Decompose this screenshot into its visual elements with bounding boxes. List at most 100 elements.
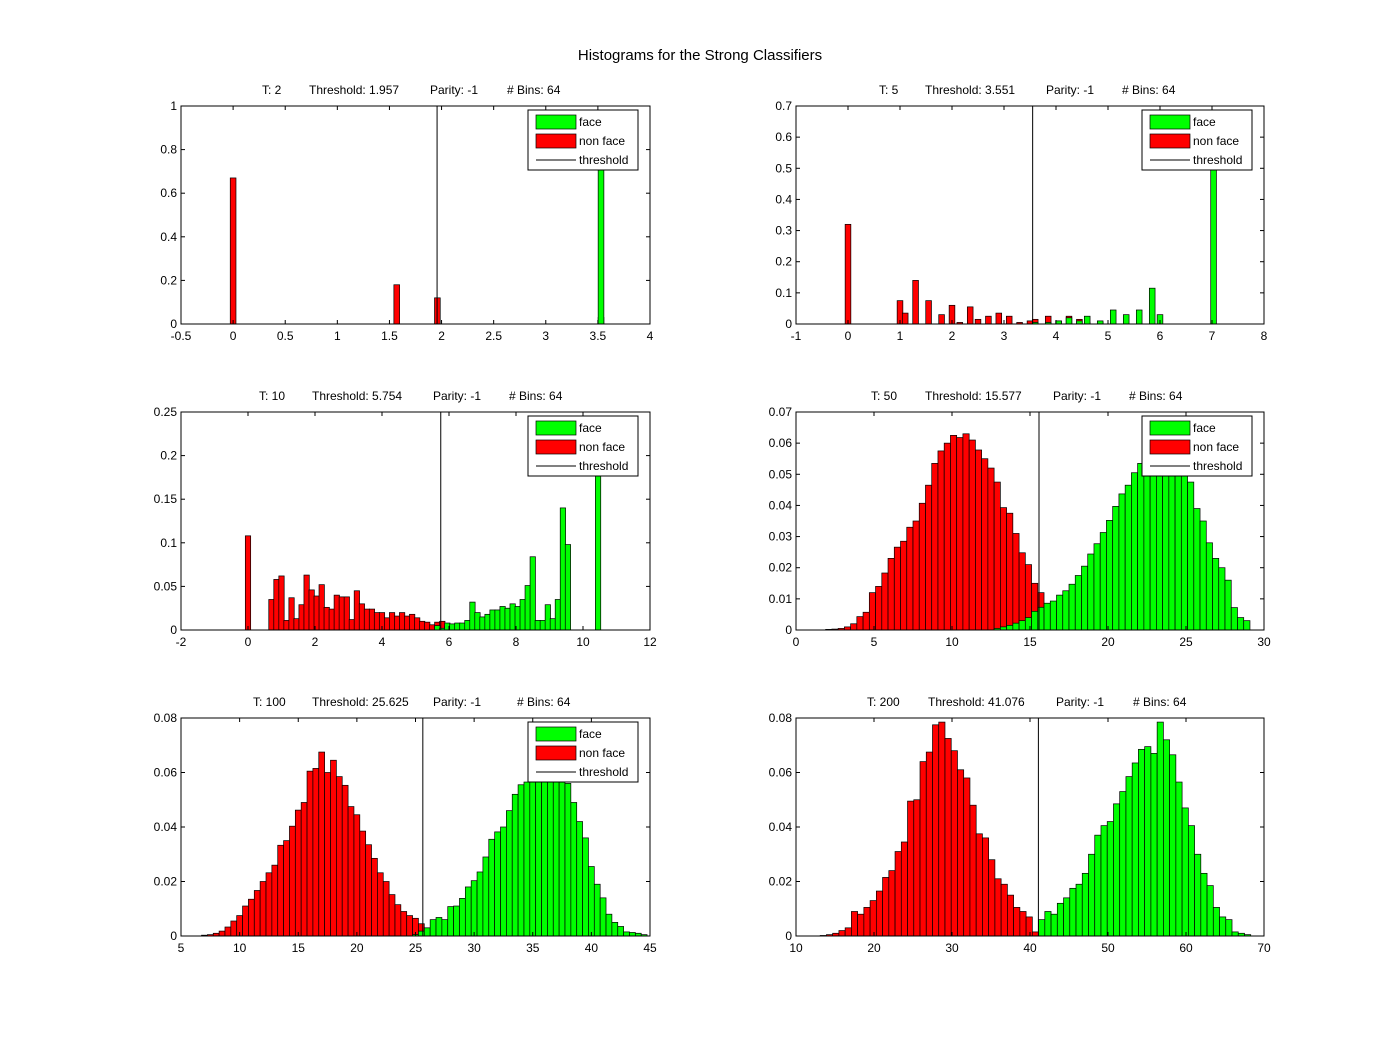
face-bar xyxy=(611,922,619,937)
subplot-header-threshold: Threshold: 1.957 xyxy=(309,83,399,97)
non-face-bar xyxy=(931,463,939,631)
non-face-bar xyxy=(242,905,249,937)
non-face-bar xyxy=(875,890,883,937)
subplot-header-bins: # Bins: 64 xyxy=(1133,695,1187,709)
face-bar xyxy=(464,620,471,631)
non-face-bar xyxy=(985,315,992,325)
non-face-bar xyxy=(338,596,345,631)
face-bar xyxy=(469,601,476,631)
non-face-bar xyxy=(1025,916,1033,937)
face-bar xyxy=(523,781,531,937)
non-face-bar xyxy=(353,814,361,937)
x-tick-label: 0.5 xyxy=(277,329,294,343)
non-face-bar xyxy=(429,624,436,631)
face-bar xyxy=(1087,553,1095,631)
axes-box xyxy=(795,105,1265,325)
non-face-bar xyxy=(938,314,945,325)
non-face-bar xyxy=(384,617,391,631)
legend-label: threshold xyxy=(1193,459,1242,473)
non-face-bar xyxy=(962,433,970,631)
x-tick-label: 20 xyxy=(867,941,881,955)
non-face-bar xyxy=(932,724,940,937)
non-face-bar xyxy=(1005,315,1013,325)
face-bar xyxy=(454,622,461,631)
legend-label: non face xyxy=(1193,440,1239,454)
face-bar xyxy=(582,837,589,937)
x-tick-label: 1 xyxy=(334,329,341,343)
non-face-bar xyxy=(336,776,343,937)
face-bar xyxy=(418,930,425,937)
face-bar xyxy=(429,919,437,937)
x-tick-label: 3 xyxy=(1001,329,1008,343)
non-face-bar xyxy=(894,851,902,937)
subplot-header-threshold: Threshold: 25.625 xyxy=(312,695,409,709)
subplot-header-t: T: 100 xyxy=(253,695,286,709)
face-bar xyxy=(494,831,501,937)
face-bar xyxy=(484,613,491,631)
face-bar xyxy=(1169,754,1177,937)
non-face-bar xyxy=(925,751,933,937)
face-bar xyxy=(1218,567,1226,631)
y-tick-label: 0.7 xyxy=(775,99,792,113)
face-bar xyxy=(479,616,486,631)
x-tick-label: 4 xyxy=(379,635,386,649)
non-face-bar xyxy=(857,913,865,937)
x-tick-label: 1 xyxy=(897,329,904,343)
subplot-header-bins: # Bins: 64 xyxy=(1129,389,1183,403)
x-tick-label: 8 xyxy=(513,635,520,649)
x-tick-label: 25 xyxy=(409,941,423,955)
x-tick-label: 25 xyxy=(1179,635,1193,649)
face-bar xyxy=(1212,907,1220,937)
x-tick-label: 12 xyxy=(643,635,657,649)
face-bar xyxy=(1175,781,1183,937)
figure-title: Histograms for the Strong Classifiers xyxy=(578,47,822,64)
face-bar xyxy=(1074,575,1082,631)
legend: face non face threshold xyxy=(527,109,639,171)
histogram-panel-t100: T: 100 Threshold: 25.625 Parity: -1 # Bins:… xyxy=(154,695,657,955)
y-tick-label: 0.06 xyxy=(154,766,178,780)
face-bar xyxy=(541,768,548,937)
non-face-bar xyxy=(975,833,983,937)
legend-label: threshold xyxy=(579,459,628,473)
x-tick-label: 5 xyxy=(871,635,878,649)
face-bar xyxy=(1069,887,1077,937)
non-face-bar xyxy=(229,177,237,325)
face-bar xyxy=(509,603,516,631)
legend-non-face-swatch xyxy=(535,439,577,455)
y-tick-label: 0 xyxy=(170,317,177,331)
non-face-bar xyxy=(306,770,314,937)
x-tick-label: -1 xyxy=(791,329,802,343)
face-bar xyxy=(535,758,542,937)
histogram-panel-t50: T: 50 Threshold: 15.577 Parity: -1 # Bins: … xyxy=(769,389,1271,649)
face-bar xyxy=(564,544,571,631)
legend-face-swatch xyxy=(535,726,577,742)
subplot-header-parity: Parity: -1 xyxy=(433,389,481,403)
y-tick-label: 0.25 xyxy=(154,405,178,419)
face-bar xyxy=(1243,620,1251,631)
subplot-header-bins: # Bins: 64 xyxy=(507,83,561,97)
legend-label: threshold xyxy=(579,153,628,167)
non-face-bar xyxy=(283,840,290,937)
non-face-bar xyxy=(912,520,920,631)
histogram-panel-t2: T: 2 Threshold: 1.957 Parity: -1 # Bins: 64… xyxy=(160,83,653,343)
non-face-bar xyxy=(283,620,290,631)
non-face-bar xyxy=(268,599,275,631)
x-tick-label: 10 xyxy=(233,941,247,955)
face-bar xyxy=(489,609,496,631)
x-tick-label: 3 xyxy=(542,329,549,343)
non-face-bar xyxy=(893,546,901,631)
face-bar xyxy=(1112,506,1120,631)
non-face-bar xyxy=(393,284,400,325)
y-tick-label: 0.5 xyxy=(775,161,792,175)
x-tick-label: 0 xyxy=(245,635,252,649)
non-face-bar xyxy=(343,596,350,631)
non-face-bar xyxy=(912,280,919,325)
face-bar xyxy=(629,932,636,937)
non-face-bar xyxy=(399,612,406,631)
non-face-bar xyxy=(312,768,320,937)
x-tick-label: 0 xyxy=(845,329,852,343)
subplot-header-t: T: 5 xyxy=(879,83,899,97)
x-tick-label: 8 xyxy=(1261,329,1268,343)
face-bar xyxy=(1006,624,1014,631)
x-tick-label: 30 xyxy=(467,941,481,955)
